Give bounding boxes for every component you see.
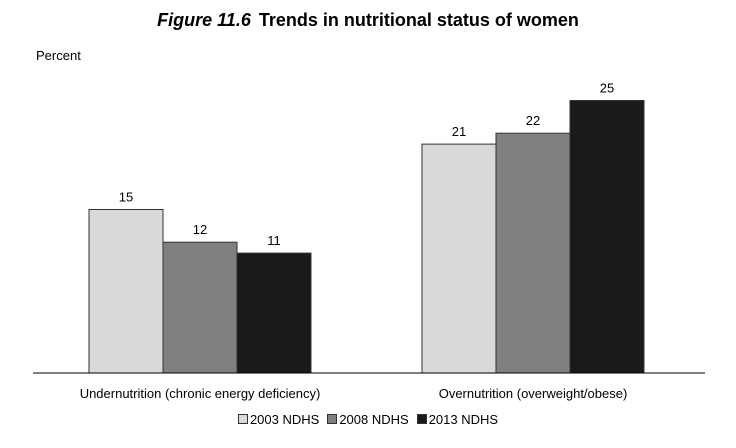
legend-swatch xyxy=(237,414,248,424)
legend-item: 2008 NDHS xyxy=(327,412,409,427)
legend-label: 2003 NDHS xyxy=(249,412,320,427)
data-label: 12 xyxy=(193,222,207,237)
legend-item: 2013 NDHS xyxy=(416,412,499,427)
data-label: 11 xyxy=(267,233,281,248)
data-label: 25 xyxy=(600,81,614,96)
legend-swatch xyxy=(416,414,427,424)
chart-legend: 2003 NDHS 2008 NDHS 2013 NDHS xyxy=(0,412,736,427)
chart-title: Figure 11.6 Trends in nutritional status … xyxy=(0,10,736,31)
data-label: 21 xyxy=(452,124,466,139)
bar xyxy=(88,209,164,374)
legend-swatch xyxy=(327,414,338,424)
figure-label: Figure 11.6 xyxy=(157,10,251,30)
category-label: Undernutrition (chronic energy deficienc… xyxy=(80,386,321,401)
legend-label: 2008 NDHS xyxy=(339,412,409,427)
data-label: 22 xyxy=(526,113,540,128)
bar xyxy=(569,100,645,374)
bar xyxy=(495,132,571,374)
bar xyxy=(236,252,312,374)
title-text: Trends in nutritional status of women xyxy=(258,10,579,30)
bar xyxy=(421,143,497,374)
category-label: Overnutrition (overweight/obese) xyxy=(439,386,628,401)
y-axis-label: Percent xyxy=(36,48,81,63)
data-label: 15 xyxy=(119,190,133,205)
legend-item: 2003 NDHS xyxy=(237,412,320,427)
legend-label: 2013 NDHS xyxy=(428,412,499,427)
bar xyxy=(162,241,238,374)
